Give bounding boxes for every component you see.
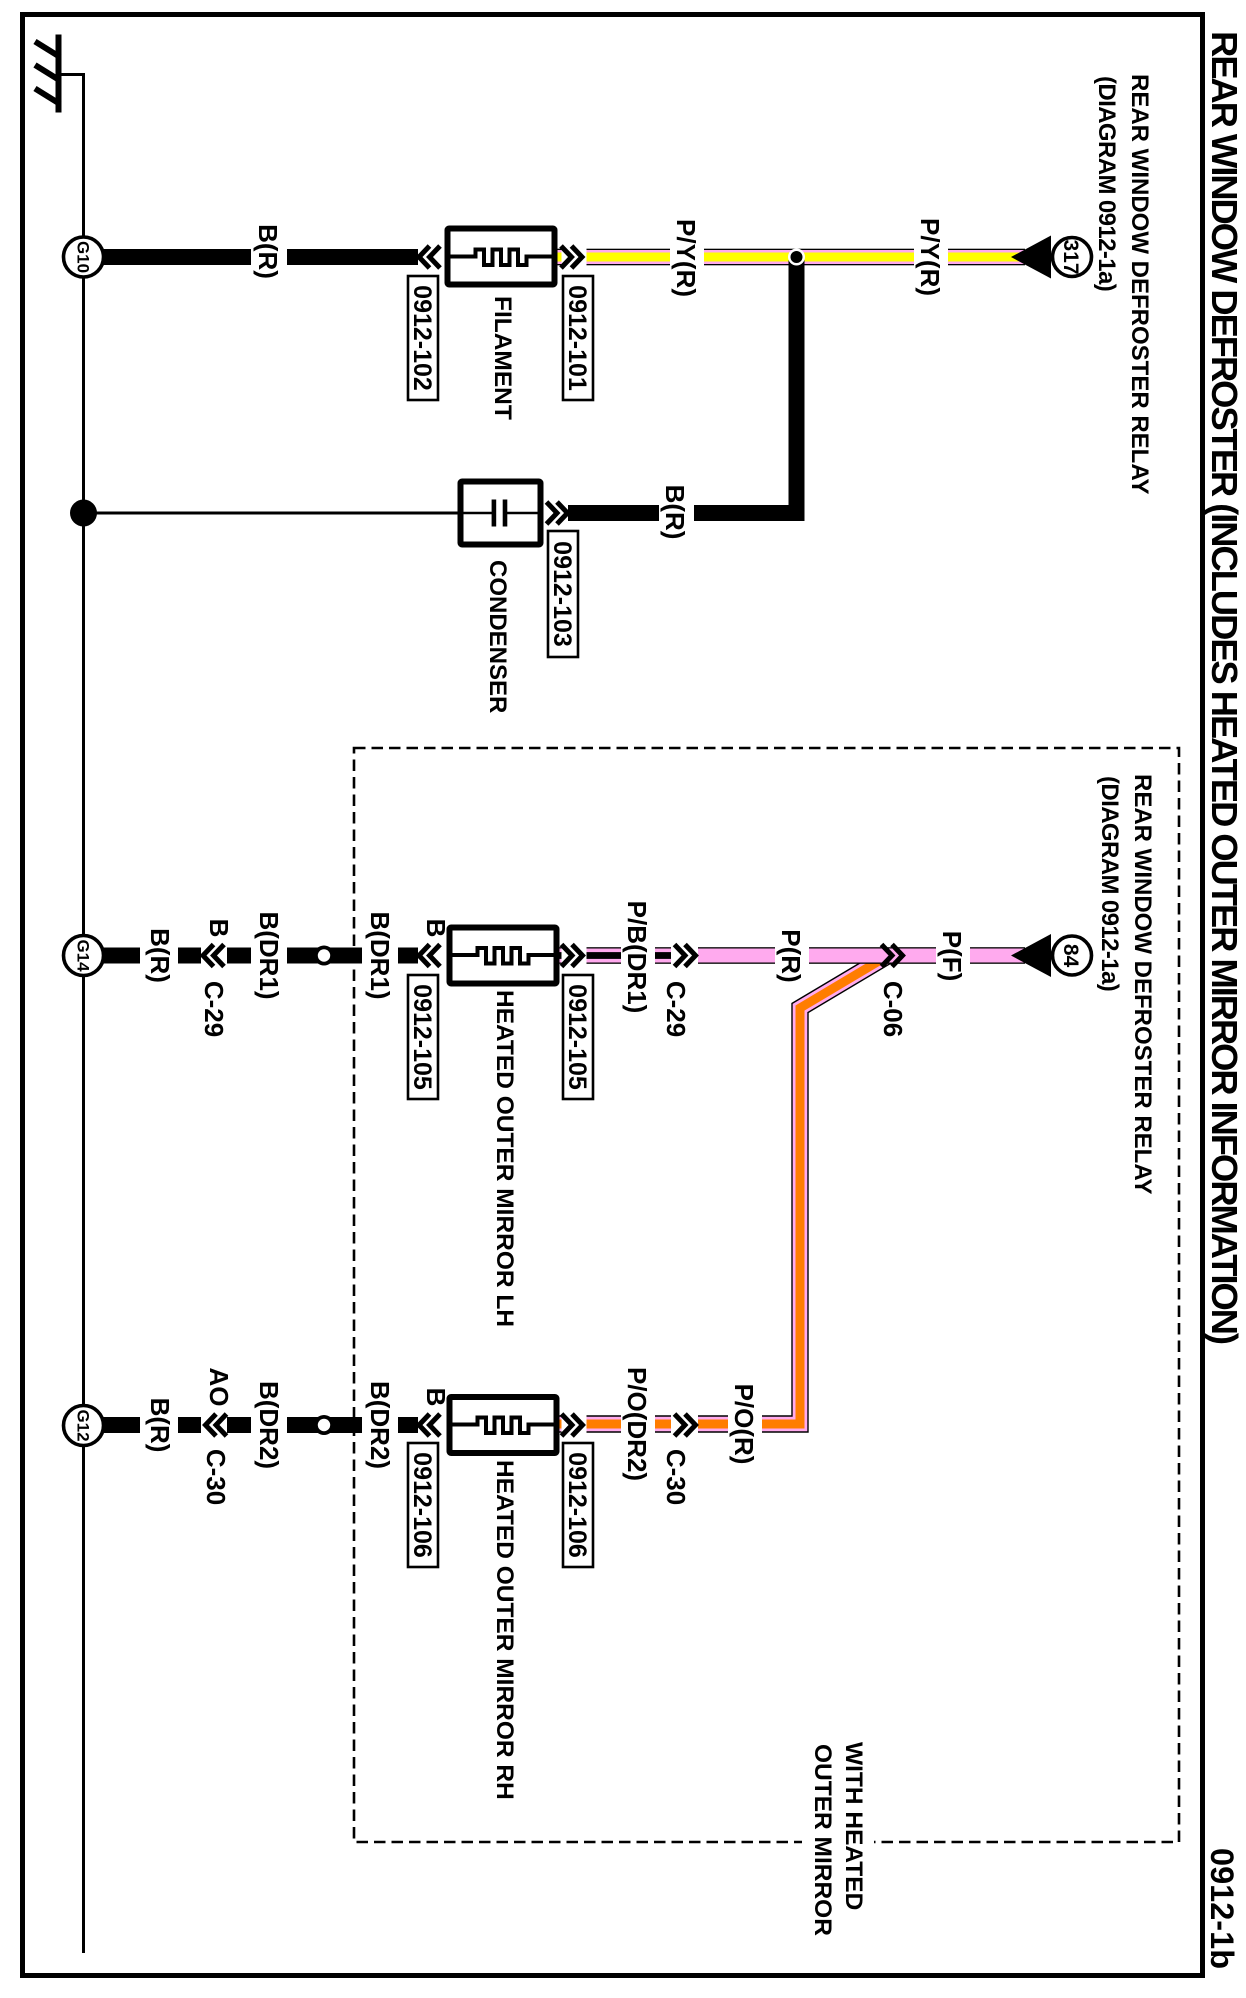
svg-text:P/Y(R): P/Y(R) <box>671 219 701 297</box>
svg-text:REAR WINDOW DEFROSTER RELAY: REAR WINDOW DEFROSTER RELAY <box>1129 774 1156 1194</box>
svg-text:P(R): P(R) <box>776 929 806 982</box>
svg-text:0912-105: 0912-105 <box>408 984 436 1090</box>
svg-text:WITH HEATED: WITH HEATED <box>840 1742 867 1910</box>
svg-text:0912-106: 0912-106 <box>408 1452 436 1558</box>
svg-text:P/O(R): P/O(R) <box>729 1384 759 1465</box>
svg-text:G14: G14 <box>74 939 93 972</box>
svg-text:C-29: C-29 <box>199 981 229 1037</box>
svg-text:C-29: C-29 <box>661 981 691 1037</box>
svg-text:0912-102: 0912-102 <box>408 285 436 391</box>
svg-text:B(R): B(R) <box>145 928 175 983</box>
svg-text:B(DR2): B(DR2) <box>365 1381 395 1469</box>
svg-text:HEATED OUTER MIRROR RH: HEATED OUTER MIRROR RH <box>491 1460 518 1800</box>
svg-text:B(R): B(R) <box>145 1398 175 1453</box>
svg-text:AO: AO <box>204 1368 234 1407</box>
svg-text:C-30: C-30 <box>201 1449 231 1505</box>
svg-text:C-30: C-30 <box>661 1449 691 1505</box>
svg-text:0912-105: 0912-105 <box>563 984 591 1090</box>
svg-text:P(F): P(F) <box>937 931 967 982</box>
svg-text:0912-103: 0912-103 <box>548 541 576 647</box>
svg-text:HEATED OUTER MIRROR LH: HEATED OUTER MIRROR LH <box>491 990 518 1327</box>
svg-text:(DIAGRAM 0912-1a): (DIAGRAM 0912-1a) <box>1093 76 1120 291</box>
svg-text:B(DR1): B(DR1) <box>365 911 395 999</box>
svg-text:B: B <box>421 919 451 938</box>
svg-text:84: 84 <box>1059 944 1082 968</box>
svg-text:0912-1b: 0912-1b <box>1204 1848 1240 1969</box>
svg-text:REAR WINDOW DEFROSTER RELAY: REAR WINDOW DEFROSTER RELAY <box>1126 74 1153 494</box>
svg-text:CONDENSER: CONDENSER <box>484 560 511 713</box>
svg-text:B: B <box>421 1388 451 1407</box>
svg-text:B(R): B(R) <box>253 224 283 279</box>
svg-text:0912-106: 0912-106 <box>563 1452 591 1558</box>
svg-text:317: 317 <box>1059 239 1082 274</box>
svg-text:G10: G10 <box>74 241 93 273</box>
svg-text:P/O(DR2): P/O(DR2) <box>622 1367 652 1481</box>
svg-text:REAR WINDOW DEFROSTER (INCLUDE: REAR WINDOW DEFROSTER (INCLUDES HEATED O… <box>1204 31 1245 1345</box>
svg-text:0912-101: 0912-101 <box>563 285 591 391</box>
svg-text:B(DR2): B(DR2) <box>254 1381 284 1469</box>
svg-text:C-06: C-06 <box>878 981 908 1037</box>
svg-text:G12: G12 <box>74 1409 93 1441</box>
svg-text:P/Y(R): P/Y(R) <box>915 218 945 296</box>
svg-text:B(R): B(R) <box>660 485 690 540</box>
svg-text:P/B(DR1): P/B(DR1) <box>622 901 652 1014</box>
svg-text:B: B <box>204 919 234 938</box>
svg-text:OUTER MIRROR: OUTER MIRROR <box>809 1744 836 1936</box>
svg-text:FILAMENT: FILAMENT <box>489 296 516 420</box>
svg-text:(DIAGRAM 0912-1a): (DIAGRAM 0912-1a) <box>1096 776 1123 991</box>
svg-text:B(DR1): B(DR1) <box>254 911 284 999</box>
